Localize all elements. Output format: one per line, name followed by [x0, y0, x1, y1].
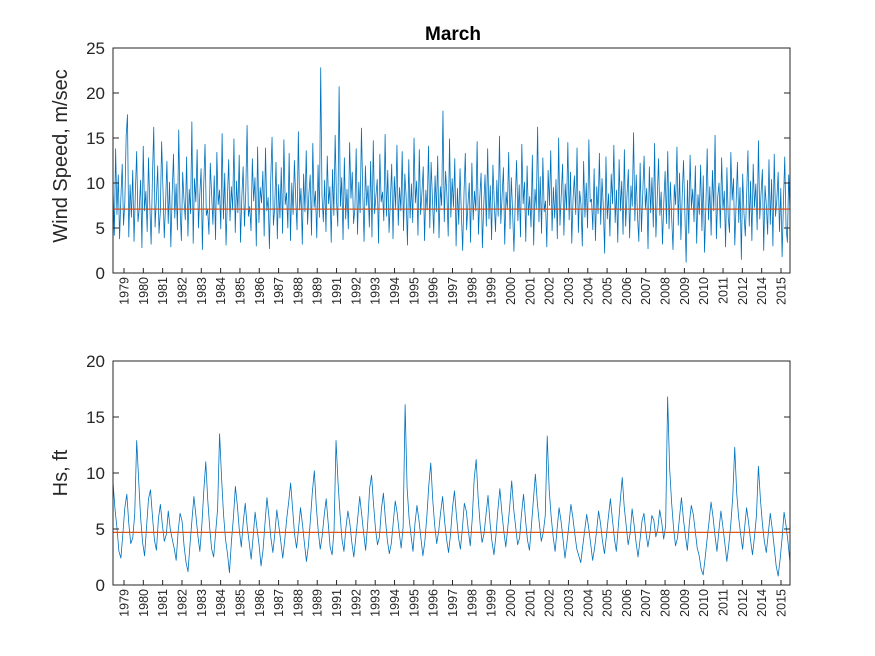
- x-tick-label: 1983: [195, 277, 209, 305]
- x-tick-label: 1984: [214, 589, 228, 617]
- x-tick-label: 1980: [137, 589, 151, 617]
- x-tick-label: 1993: [369, 589, 383, 617]
- x-tick-label: 1988: [291, 277, 305, 305]
- x-tick-label: 1984: [214, 277, 228, 305]
- wave-height-panel: Hs, ft 0 5 10 15 20 1979 1980 1981 1982 1983 1984 1…: [50, 352, 791, 617]
- x-tick-label: 1985: [233, 589, 247, 617]
- x-tick-label: 2012: [736, 277, 750, 305]
- y-tick-label: 15: [86, 408, 105, 427]
- x-tick-label: 1980: [137, 277, 151, 305]
- axes-box: [112, 47, 791, 274]
- x-tick-label: 2007: [639, 589, 653, 617]
- x-tick-label: 1991: [330, 589, 344, 617]
- x-tick-label: 1979: [118, 277, 132, 305]
- x-tick-label: 2010: [697, 589, 711, 617]
- x-tick-label: 1982: [175, 277, 189, 305]
- x-tick-label: 1995: [407, 589, 421, 617]
- x-tick-label: 2008: [659, 277, 673, 305]
- y-tick-label: 15: [86, 129, 105, 148]
- x-tick-label: 1986: [253, 589, 267, 617]
- x-tick-label: 1992: [349, 589, 363, 617]
- x-tick-label: 1981: [156, 277, 170, 305]
- x-tick-label: 2009: [678, 277, 692, 305]
- chart-title: March: [425, 24, 481, 45]
- x-tick-label: 1981: [156, 589, 170, 617]
- y-tick-label: 0: [96, 264, 105, 283]
- x-tick-label: 1994: [388, 277, 402, 305]
- x-tick-label: 2003: [562, 589, 576, 617]
- x-tick-label: 2011: [717, 277, 731, 304]
- x-tick-label: 1999: [485, 277, 499, 305]
- x-tick-label: 1987: [272, 589, 286, 617]
- x-tick-label: 2012: [736, 589, 750, 617]
- x-tick-label: 2001: [523, 589, 537, 617]
- x-tick-label: 1992: [349, 277, 363, 305]
- x-tick-label: 2004: [581, 277, 595, 305]
- y-tick-label: 5: [96, 219, 105, 238]
- x-tick-label: 2000: [504, 277, 518, 305]
- x-tick-label: 1989: [311, 589, 325, 617]
- x-tick-label: 1997: [446, 277, 460, 305]
- x-tick-label: 2014: [755, 277, 769, 305]
- wave-height-plot-area: 0 5 10 15 20 1979 1980 1981 1982 1983 1984 1985 1986…: [86, 352, 791, 617]
- x-tick-label: 2008: [659, 589, 673, 617]
- x-tick-label: 1989: [311, 277, 325, 305]
- x-tick-label: 2014: [755, 589, 769, 617]
- y-tick-label: 25: [86, 39, 105, 58]
- x-tick-label: 2015: [775, 589, 789, 617]
- x-tick-label: 1993: [369, 277, 383, 305]
- x-tick-label: 2010: [697, 277, 711, 305]
- x-tick-label: 2004: [581, 589, 595, 617]
- x-tick-label: 1991: [330, 277, 344, 305]
- x-tick-label: 2005: [601, 277, 615, 305]
- x-tick-label: 2006: [620, 277, 634, 305]
- series-line: [112, 396, 791, 577]
- wind-speed-y-axis-label: Wind Speed, m/sec: [50, 69, 72, 242]
- x-tick-label: 1995: [407, 277, 421, 305]
- x-tick-label: 2006: [620, 589, 634, 617]
- x-tick-label: 2000: [504, 589, 518, 617]
- x-tick-label: 1986: [253, 277, 267, 305]
- x-tick-label: 1985: [233, 277, 247, 305]
- x-tick-label: 2007: [639, 277, 653, 305]
- x-tick-label: 2015: [775, 277, 789, 305]
- x-tick-label: 1979: [118, 589, 132, 617]
- x-tick-label: 1996: [427, 277, 441, 305]
- y-tick-label: 10: [86, 174, 105, 193]
- wave-height-y-axis-label: Hs, ft: [50, 449, 72, 496]
- x-tick-label: 2002: [543, 277, 557, 305]
- x-tick-label: 2001: [523, 277, 537, 305]
- x-tick-label: 1999: [485, 589, 499, 617]
- wind-speed-panel: March Wind Speed, m/sec 0 5 10 15 20 25 1979 19…: [50, 24, 791, 305]
- x-tick-label: 2005: [601, 589, 615, 617]
- y-tick-label: 10: [86, 464, 105, 483]
- x-tick-label: 2002: [543, 589, 557, 617]
- x-tick-label: 1982: [175, 589, 189, 617]
- wind-speed-plot-area: 0 5 10 15 20 25 1979 1980 1981 1982 1983 1984 1985 19…: [86, 39, 791, 305]
- x-tick-label: 1987: [272, 277, 286, 305]
- y-tick-label: 20: [86, 352, 105, 371]
- x-tick-label: 1998: [465, 277, 479, 305]
- x-tick-label: 1983: [195, 589, 209, 617]
- x-tick-label: 2003: [562, 277, 576, 305]
- x-tick-label: 1998: [465, 589, 479, 617]
- y-tick-label: 0: [96, 576, 105, 595]
- x-tick-label: 1997: [446, 589, 460, 617]
- x-tick-label: 1988: [291, 589, 305, 617]
- x-tick-label: 1996: [427, 589, 441, 617]
- x-tick-label: 1994: [388, 589, 402, 617]
- y-tick-label: 20: [86, 84, 105, 103]
- y-tick-label: 5: [96, 520, 105, 539]
- x-tick-label: 2011: [717, 589, 731, 616]
- series-line: [112, 67, 791, 263]
- x-tick-label: 2009: [678, 589, 692, 617]
